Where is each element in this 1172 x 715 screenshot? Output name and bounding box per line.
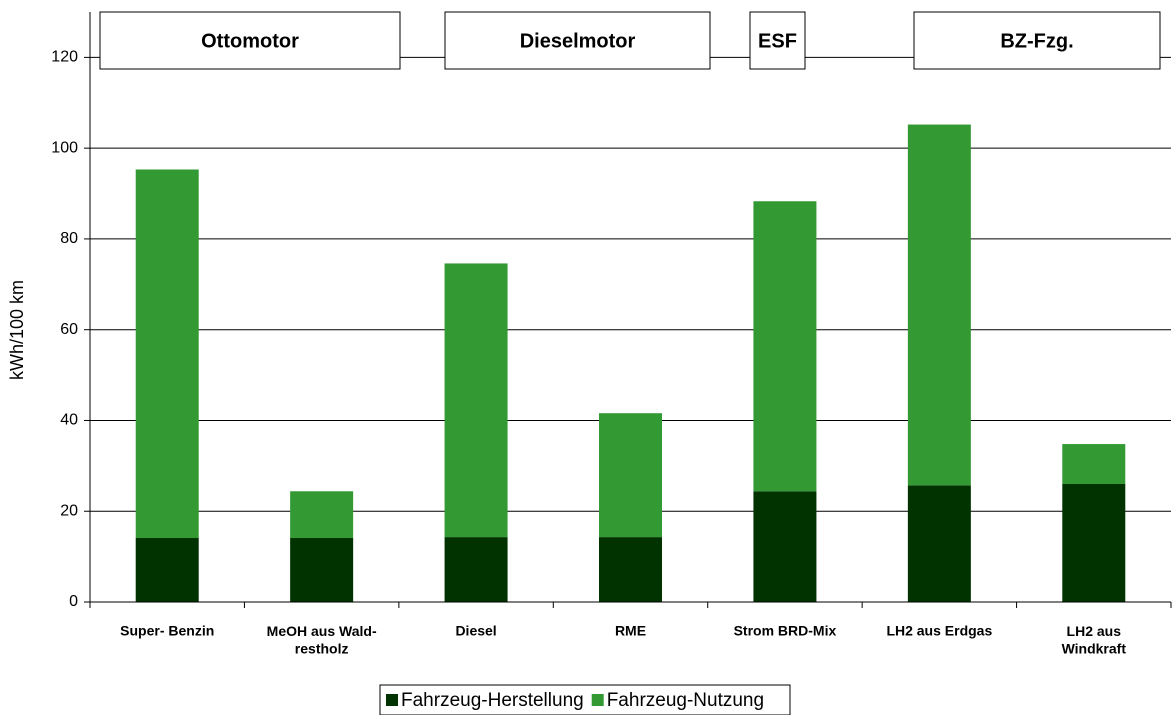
group-box (913, 11, 1161, 70)
y-tick-label: 40 (60, 412, 78, 429)
legend-swatch (386, 694, 398, 706)
x-tick-label: LH2 aus Windkraft (1062, 623, 1127, 657)
legend-box (379, 684, 791, 715)
y-tick-label: 80 (60, 230, 78, 247)
group-label: Dieselmotor (520, 30, 636, 52)
bar-segment (290, 538, 354, 602)
bar-segment (290, 491, 354, 539)
bar-segment (753, 491, 817, 602)
bar-segment (444, 263, 508, 538)
bar-segment (1062, 484, 1126, 602)
bar-segment (444, 537, 508, 602)
y-tick-label: 120 (51, 49, 78, 66)
x-tick-label: MeOH aus Wald-restholz (267, 623, 377, 657)
legend-label: Fahrzeug-Nutzung (607, 690, 764, 711)
y-tick-label: 0 (69, 593, 78, 610)
bar-segment (599, 537, 662, 602)
group-box (99, 11, 401, 70)
x-tick-label: RME (615, 623, 646, 639)
group-box (444, 11, 711, 70)
x-tick-label: Diesel (455, 623, 496, 639)
y-tick-label: 60 (60, 321, 78, 338)
bar-segment (907, 485, 971, 602)
bar-segment (907, 124, 971, 486)
group-label: Ottomotor (201, 30, 299, 52)
group-box (749, 11, 806, 70)
bar-segment (599, 413, 662, 538)
bar-segment (753, 201, 817, 492)
legend-label: Fahrzeug-Herstellung (401, 690, 584, 711)
y-axis-label: kWh/100 km (7, 280, 27, 380)
y-tick-label: 20 (60, 502, 78, 519)
bar-segment (135, 538, 199, 602)
group-label: ESF (758, 30, 797, 52)
bar-segment (135, 169, 199, 539)
group-label: BZ-Fzg. (1000, 30, 1073, 52)
y-tick-label: 100 (51, 139, 78, 156)
bar-segment (1062, 444, 1126, 484)
x-tick-label: Strom BRD-Mix (734, 623, 837, 639)
legend-swatch (591, 694, 604, 706)
x-tick-label: Super- Benzin (120, 623, 214, 639)
x-tick-label: LH2 aus Erdgas (886, 623, 992, 639)
